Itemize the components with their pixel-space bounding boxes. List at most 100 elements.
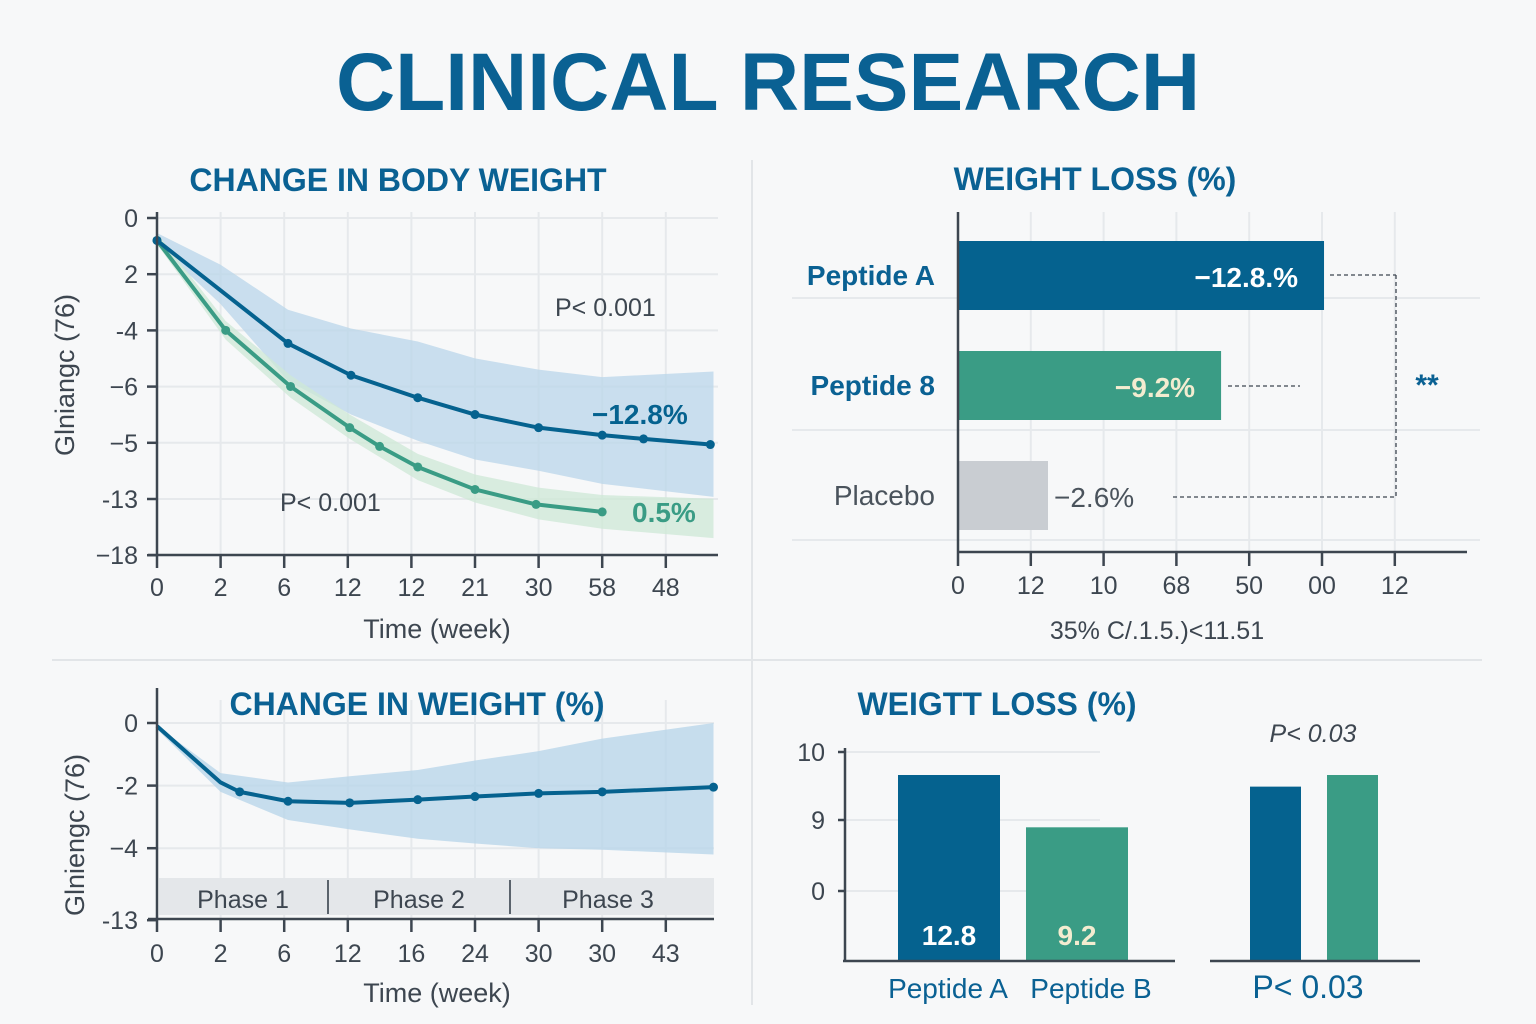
x-tick-label: 30 bbox=[525, 940, 553, 968]
data-point bbox=[534, 423, 544, 433]
phase-label: Phase 2 bbox=[373, 886, 465, 914]
p-value-annotation: P< 0.03 bbox=[1252, 969, 1363, 1005]
chart-title: CHANGE IN BODY WEIGHT bbox=[189, 162, 607, 198]
data-point bbox=[705, 440, 715, 450]
page-title: CLINICAL RESEARCH bbox=[336, 37, 1200, 128]
bar bbox=[1026, 827, 1128, 961]
x-axis-label: Time (week) bbox=[363, 614, 511, 644]
value-label: −12.8.% bbox=[1194, 262, 1298, 293]
data-point bbox=[534, 788, 544, 798]
data-point bbox=[639, 434, 649, 444]
y-tick-label: −5 bbox=[109, 430, 138, 458]
x-tick-label: 30 bbox=[588, 940, 616, 968]
weight-change-line-chart: Phase 1 Phase 2 Phase 3 0 -2 −4 -13 0 2 6 12 16 24 3… bbox=[60, 686, 718, 1008]
series-end-label: −12.8% bbox=[592, 399, 688, 430]
y-tick-label: 0 bbox=[124, 205, 138, 233]
y-tick-label: 9 bbox=[811, 807, 825, 835]
x-axis-label: 35% C/.1.5.)<11.51 bbox=[1050, 617, 1264, 645]
data-point bbox=[597, 787, 607, 797]
x-tick-label: 50 bbox=[1235, 572, 1263, 600]
data-point bbox=[531, 499, 541, 509]
significance-marker: ** bbox=[1415, 369, 1439, 402]
bar bbox=[958, 241, 1325, 310]
value-label: 12.8 bbox=[922, 920, 977, 951]
x-tick-label: 12 bbox=[397, 574, 425, 602]
x-tick-label: 21 bbox=[461, 574, 489, 602]
data-point bbox=[345, 423, 355, 433]
data-point bbox=[597, 430, 607, 440]
x-tick-label: 30 bbox=[525, 574, 553, 602]
data-point bbox=[597, 507, 607, 517]
p-value-annotation: P< 0.03 bbox=[1270, 720, 1357, 748]
data-point bbox=[221, 325, 231, 335]
y-tick-label: 2 bbox=[124, 261, 138, 289]
body-weight-line-chart: CHANGE IN BODY WEIGHT 0 2 -4 −6 −5 -13 −18 0 2 6 1… bbox=[50, 162, 718, 644]
chart-title: WEIGTT LOSS (%) bbox=[857, 686, 1136, 722]
x-tick-label: 43 bbox=[652, 940, 680, 968]
x-tick-label: 12 bbox=[1017, 572, 1045, 600]
x-tick-label: 12 bbox=[334, 574, 362, 602]
y-axis-label: Glniangc (76) bbox=[50, 294, 80, 456]
data-point bbox=[283, 796, 293, 806]
chart-title: CHANGE IN WEIGHT (%) bbox=[229, 686, 604, 722]
x-tick-label: 0 bbox=[951, 572, 965, 600]
data-point bbox=[346, 370, 356, 380]
value-label: 9.2 bbox=[1058, 920, 1097, 951]
weight-loss-bar-chart: WEIGHT LOSS (%) 0 12 10 68 50 00 12 Peptide A −1… bbox=[792, 161, 1480, 645]
y-tick-label: −6 bbox=[109, 374, 138, 402]
series-line bbox=[155, 724, 714, 805]
category-label: Peptide 8 bbox=[811, 370, 935, 401]
phase-label: Phase 3 bbox=[562, 886, 654, 914]
y-tick-label: −4 bbox=[109, 835, 138, 863]
y-tick-label: 0 bbox=[124, 710, 138, 738]
y-tick-label: -4 bbox=[116, 317, 138, 345]
weight-loss-vertical-bar-chart: WEIGTT LOSS (%) 10 9 0 12.8 Peptide A 9.2 Pept… bbox=[797, 686, 1420, 1005]
x-tick-label: 12 bbox=[1381, 572, 1409, 600]
x-tick-label: 12 bbox=[334, 940, 362, 968]
x-tick-label: 68 bbox=[1162, 572, 1190, 600]
data-point bbox=[375, 441, 385, 451]
y-tick-label: -2 bbox=[116, 773, 138, 801]
x-tick-label: 2 bbox=[214, 940, 228, 968]
data-point bbox=[709, 782, 718, 792]
bar bbox=[958, 351, 1222, 420]
data-point bbox=[413, 462, 423, 472]
data-point bbox=[235, 787, 245, 797]
chart-title: WEIGHT LOSS (%) bbox=[954, 161, 1237, 197]
x-tick-label: 24 bbox=[461, 940, 489, 968]
y-axis-label: Glniengc (76) bbox=[60, 754, 90, 916]
x-axis-label: Time (week) bbox=[363, 978, 511, 1008]
x-tick-label: 2 bbox=[214, 574, 228, 602]
value-label: −2.6% bbox=[1054, 482, 1134, 513]
confidence-band bbox=[157, 723, 714, 855]
value-label: −9.2% bbox=[1115, 372, 1195, 403]
y-tick-label: 0 bbox=[811, 878, 825, 906]
bar bbox=[958, 461, 1048, 530]
category-label: Peptide B bbox=[1030, 973, 1151, 1004]
category-label: Placebo bbox=[834, 480, 935, 511]
y-tick-label: 10 bbox=[797, 739, 825, 767]
data-point bbox=[470, 484, 480, 494]
data-point bbox=[413, 393, 423, 403]
phase-band bbox=[159, 878, 714, 915]
x-tick-label: 6 bbox=[277, 940, 291, 968]
category-label: Peptide A bbox=[888, 973, 1008, 1004]
category-label: Peptide A bbox=[807, 260, 935, 291]
data-point bbox=[413, 795, 423, 805]
x-tick-label: 48 bbox=[652, 574, 680, 602]
bar bbox=[1327, 775, 1378, 961]
confidence-band bbox=[157, 232, 714, 539]
data-point bbox=[470, 792, 480, 802]
x-tick-label: 58 bbox=[588, 574, 616, 602]
series-end-label: 0.5% bbox=[632, 497, 696, 528]
data-point bbox=[470, 410, 480, 420]
x-tick-label: 00 bbox=[1308, 572, 1336, 600]
data-point bbox=[345, 798, 355, 808]
x-tick-label: 10 bbox=[1090, 572, 1118, 600]
y-tick-label: -13 bbox=[102, 907, 138, 935]
p-value-annotation: P< 0.001 bbox=[555, 294, 656, 322]
y-tick-label: −18 bbox=[96, 542, 138, 570]
bar bbox=[898, 775, 1000, 961]
x-tick-label: 6 bbox=[277, 574, 291, 602]
